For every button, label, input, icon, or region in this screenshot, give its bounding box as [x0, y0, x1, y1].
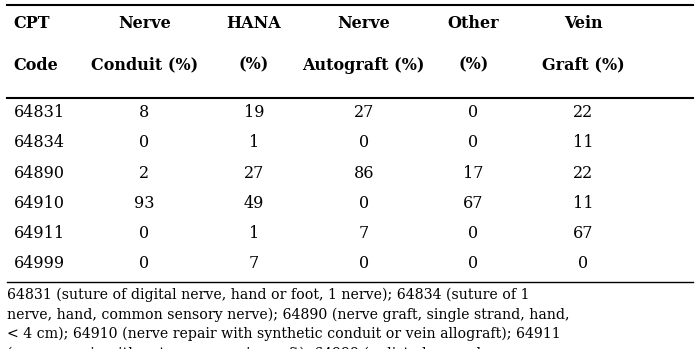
Text: 64890: 64890: [14, 165, 65, 181]
Text: 2: 2: [139, 165, 149, 181]
Text: 27: 27: [354, 104, 374, 121]
Text: 7: 7: [248, 255, 259, 272]
Text: 64999: 64999: [14, 255, 65, 272]
Text: 8: 8: [139, 104, 149, 121]
Text: 0: 0: [578, 255, 588, 272]
Text: 0: 0: [468, 134, 479, 151]
Text: 64910: 64910: [14, 195, 65, 212]
Text: HANA: HANA: [227, 15, 281, 32]
Text: 7: 7: [358, 225, 369, 242]
Text: 0: 0: [468, 104, 479, 121]
Text: (%): (%): [239, 57, 269, 74]
Text: Vein: Vein: [564, 15, 603, 32]
Text: 0: 0: [468, 255, 479, 272]
Text: 0: 0: [358, 134, 369, 151]
Text: 67: 67: [463, 195, 484, 212]
Text: (nerve repair with autogenous vein graft); 64999 (unlisted procedure nervous: (nerve repair with autogenous vein graft…: [7, 347, 567, 349]
Text: 0: 0: [358, 255, 369, 272]
Text: < 4 cm); 64910 (nerve repair with synthetic conduit or vein allograft); 64911: < 4 cm); 64910 (nerve repair with synthe…: [7, 327, 561, 341]
Text: Graft (%): Graft (%): [542, 57, 624, 74]
Text: 64911: 64911: [14, 225, 65, 242]
Text: 0: 0: [139, 134, 149, 151]
Text: 49: 49: [244, 195, 264, 212]
Text: CPT: CPT: [14, 15, 50, 32]
Text: 93: 93: [134, 195, 155, 212]
Text: Other: Other: [448, 15, 499, 32]
Text: 27: 27: [244, 165, 264, 181]
Text: nerve, hand, common sensory nerve); 64890 (nerve graft, single strand, hand,: nerve, hand, common sensory nerve); 6489…: [7, 307, 570, 321]
Text: Nerve: Nerve: [337, 15, 390, 32]
Text: 64831: 64831: [14, 104, 65, 121]
Text: 0: 0: [139, 225, 149, 242]
Text: 19: 19: [244, 104, 264, 121]
Text: 22: 22: [573, 165, 594, 181]
Text: 22: 22: [573, 104, 594, 121]
Text: Autograft (%): Autograft (%): [302, 57, 425, 74]
Text: 11: 11: [573, 195, 594, 212]
Text: Nerve: Nerve: [118, 15, 171, 32]
Text: 1: 1: [248, 134, 259, 151]
Text: 11: 11: [573, 134, 594, 151]
Text: 64831 (suture of digital nerve, hand or foot, 1 nerve); 64834 (suture of 1: 64831 (suture of digital nerve, hand or …: [7, 287, 529, 302]
Text: (%): (%): [458, 57, 489, 74]
Text: 0: 0: [468, 225, 479, 242]
Text: 0: 0: [139, 255, 149, 272]
Text: 67: 67: [573, 225, 594, 242]
Text: Code: Code: [14, 57, 59, 74]
Text: Conduit (%): Conduit (%): [90, 57, 198, 74]
Text: 1: 1: [248, 225, 259, 242]
Text: 86: 86: [354, 165, 374, 181]
Text: 17: 17: [463, 165, 484, 181]
Text: 64834: 64834: [14, 134, 65, 151]
Text: 0: 0: [358, 195, 369, 212]
